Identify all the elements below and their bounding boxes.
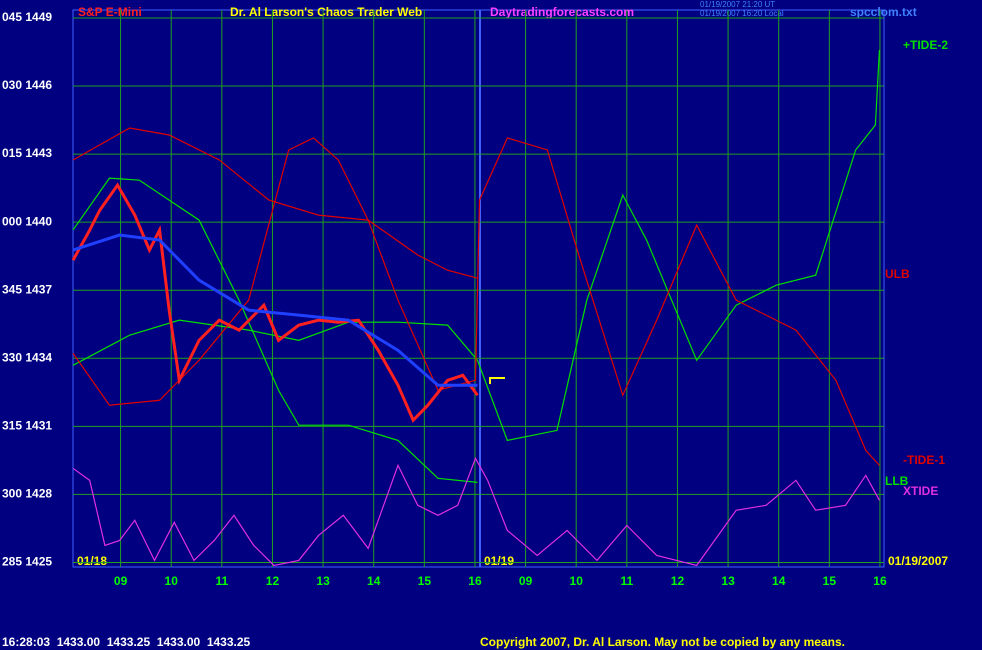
series-label: LLB [885,474,909,488]
series-line [72,49,881,442]
y-tick-label: 345 1437 [2,282,52,296]
plot-frame [72,9,885,568]
x-tick-label: 15 [823,574,837,588]
site: Daytradingforecasts.com [490,5,634,19]
chart-title: S&P E-Mini [78,5,142,19]
x-tick-label: 12 [266,574,280,588]
copyright: Copyright 2007, Dr. Al Larson. May not b… [480,635,845,649]
chart-subtitle: Dr. Al Larson's Chaos Trader Web [230,5,422,19]
x-tick-label: 14 [772,574,786,588]
series-line [72,177,478,483]
x-tick-label: 15 [418,574,432,588]
date-label: 01/19/2007 [888,554,948,568]
series-line [72,456,880,567]
series-label: +TIDE-2 [903,38,948,52]
y-tick-label: 045 1449 [2,10,52,24]
y-tick-label: 330 1434 [2,350,52,364]
projection-marker [489,377,505,384]
x-tick-label: 10 [570,574,584,588]
x-tick-label: 16 [468,574,482,588]
x-tick-label: 09 [114,574,128,588]
series-line [72,233,478,387]
y-tick-label: 030 1446 [2,78,52,92]
x-tick-label: 10 [165,574,179,588]
series-label: -TIDE-1 [903,453,945,467]
series-line [71,182,479,423]
x-tick-label: 14 [367,574,381,588]
series-line [72,127,478,279]
y-tick-label: 315 1431 [2,419,52,433]
x-tick-label: 16 [873,574,887,588]
timestamp: 01/19/2007 16:20 Local [700,9,784,18]
series-label: XTIDE [903,484,938,498]
x-tick-label: 09 [519,574,533,588]
series-label: ULB [885,267,910,281]
quote: 16:28:03 1433.00 1433.25 1433.00 1433.25 [2,635,251,649]
x-tick-label: 13 [316,574,330,588]
date-label: 01/19 [484,554,514,568]
y-tick-label: 000 1440 [2,214,52,228]
x-tick-label: 13 [721,574,735,588]
y-tick-label: 285 1425 [2,555,52,569]
timestamp: 01/19/2007 21:20 UT [700,0,775,9]
file-name: spcclom.txt [850,5,917,19]
x-tick-label: 11 [215,574,228,588]
x-tick-label: 11 [620,574,633,588]
series-line [72,137,880,466]
x-tick-label: 12 [671,574,685,588]
date-label: 01/18 [77,554,107,568]
y-tick-label: 015 1443 [2,146,52,160]
y-tick-label: 300 1428 [2,487,52,501]
